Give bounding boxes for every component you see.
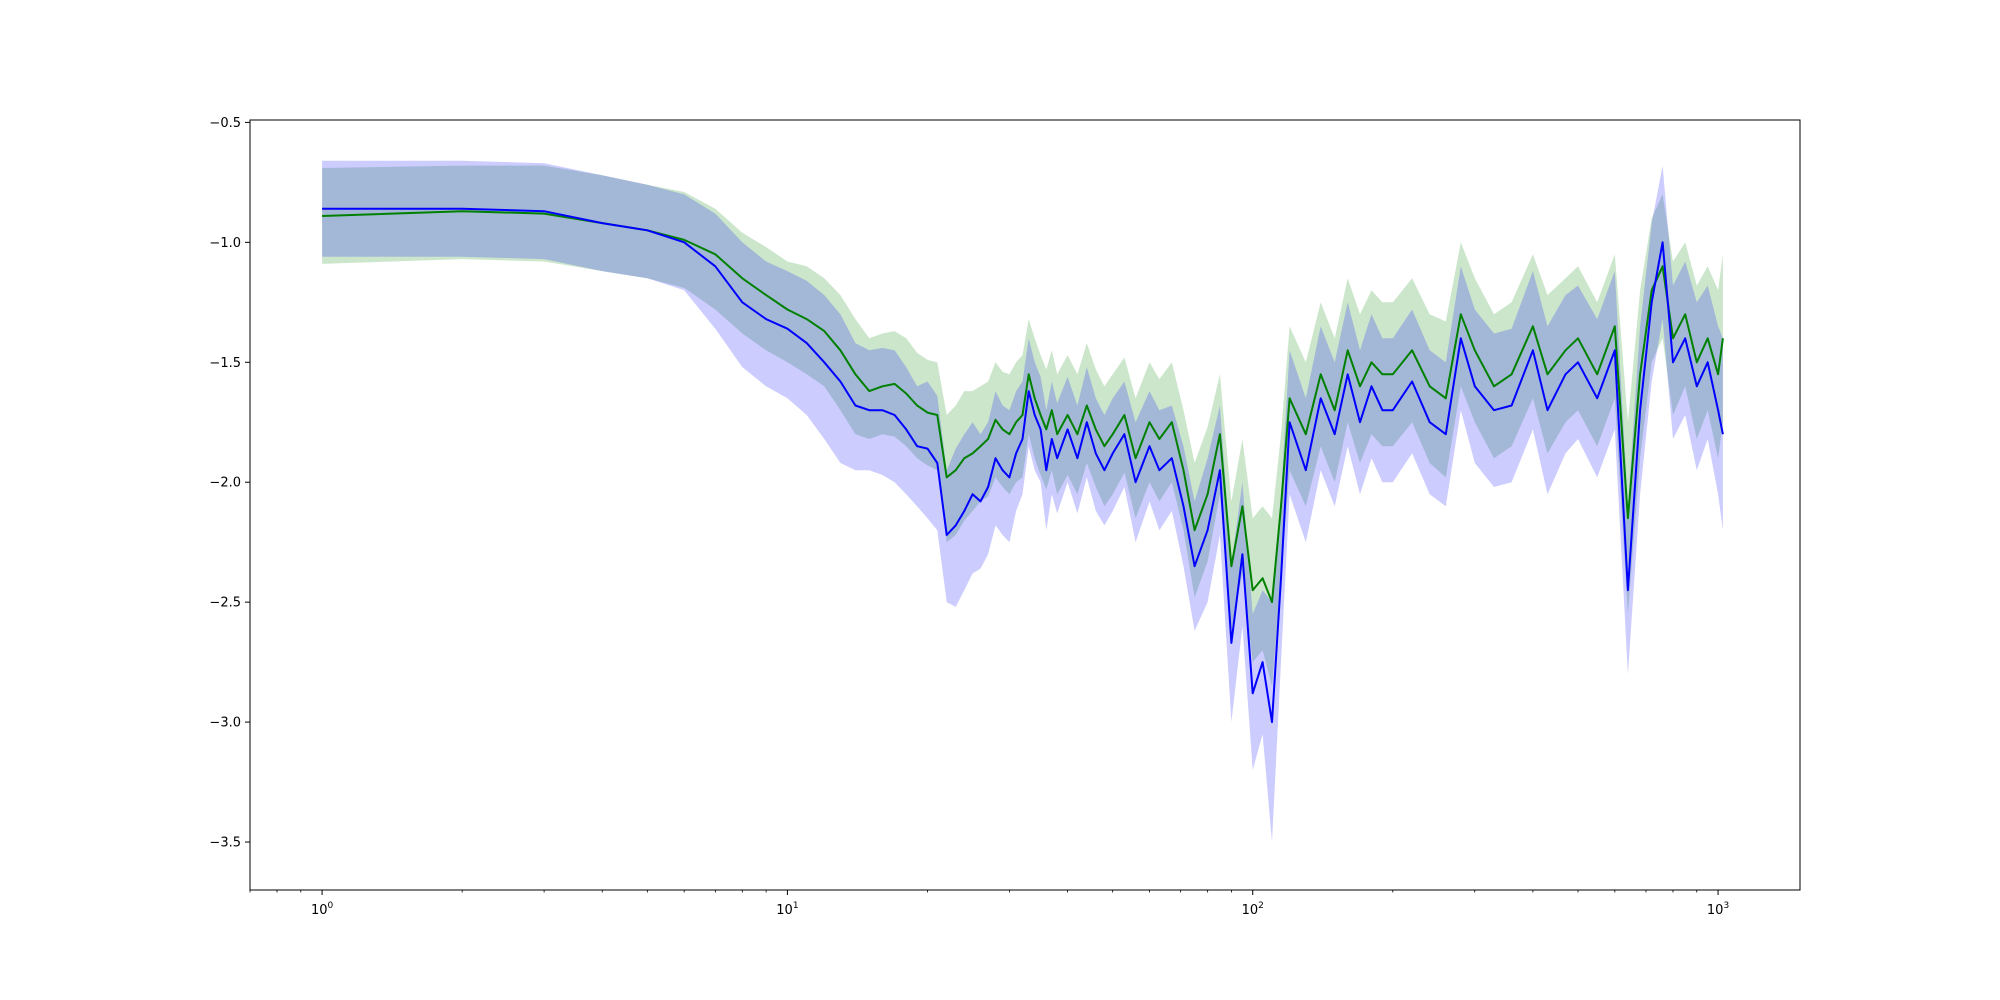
y-tick-label: −0.5 bbox=[209, 116, 241, 131]
series-1-band bbox=[322, 165, 1723, 687]
series-2-line bbox=[322, 207, 1724, 724]
y-tick-label: −3.0 bbox=[209, 716, 241, 731]
y-tick-label: −2.0 bbox=[209, 476, 241, 491]
x-tick-label: 103 bbox=[1707, 901, 1729, 918]
plot-frame bbox=[249, 119, 1801, 891]
x-tick-label: 102 bbox=[1242, 901, 1264, 918]
confidence-bands bbox=[322, 160, 1723, 843]
series-2-band bbox=[322, 160, 1723, 843]
x-tick-label: 101 bbox=[776, 901, 798, 918]
series-lines bbox=[322, 207, 1724, 724]
x-axis: 100 101 102 103 bbox=[249, 890, 1729, 918]
y-tick-label: −2.5 bbox=[209, 596, 241, 611]
x-tick-label: 100 bbox=[311, 901, 334, 918]
y-axis: −0.5 −1.0 −1.5 −2.0 −2.5 −3.0 −3.5 bbox=[209, 116, 250, 851]
y-tick-label: −3.5 bbox=[209, 836, 241, 851]
y-tick-label: −1.5 bbox=[209, 356, 241, 371]
y-tick-label: −1.0 bbox=[209, 236, 241, 251]
series-1-line bbox=[322, 210, 1724, 604]
